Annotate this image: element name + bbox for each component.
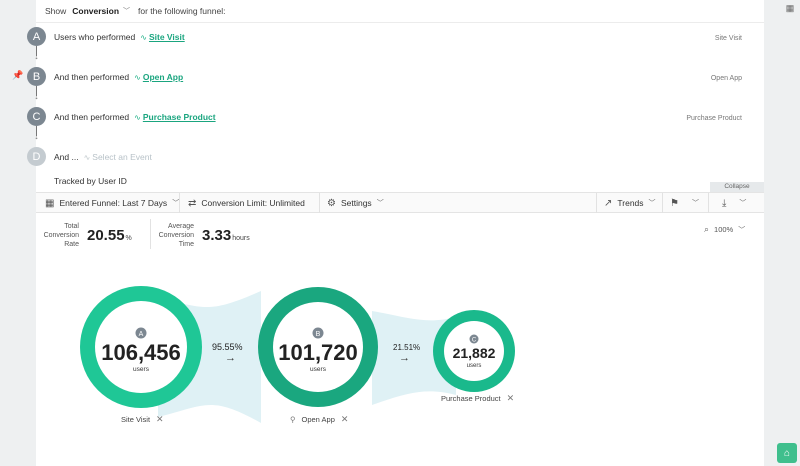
swap-icon: ⇄ <box>188 197 197 209</box>
step-badge: C <box>27 107 46 126</box>
close-icon[interactable]: ✕ <box>340 414 349 424</box>
step-event-link[interactable]: Site Visit <box>148 32 185 42</box>
divider <box>36 22 764 23</box>
chevron-down-icon: ﹀ <box>172 200 180 207</box>
node-unit: users <box>467 363 482 369</box>
conversion-rate-b-c: 21.51% <box>393 343 421 352</box>
entered-funnel-dropdown[interactable]: ▦ Entered Funnel: Last 7 Days ﹀ <box>45 197 180 209</box>
funnel-step-c: C And then performed ∿ Purchase Product Pu… <box>27 107 764 127</box>
step-right-label: Purchase Product <box>686 115 742 122</box>
event-icon: ∿ <box>140 33 147 42</box>
export-dropdown[interactable]: ⤓ ﹀ <box>722 193 746 213</box>
node-badge: C <box>472 338 477 344</box>
trends-dropdown[interactable]: ↗ Trends ﹀ <box>604 197 656 209</box>
collapse-button[interactable]: Collapse <box>710 182 764 192</box>
flow-band-b-c <box>372 311 456 405</box>
right-gutter <box>764 0 800 466</box>
conversion-rate-a-b: 95.55% <box>212 342 243 352</box>
step-badge: B <box>27 67 46 86</box>
step-right-label: Open App <box>710 75 742 82</box>
step-prefix: And ... <box>54 152 79 162</box>
arrow-down-icon: ↓ <box>32 46 41 61</box>
chevron-down-icon: ﹀ <box>648 200 656 207</box>
node-value: 106,456 <box>101 340 181 365</box>
pin-icon[interactable]: 📌 <box>12 70 24 80</box>
mode-dropdown[interactable]: Conversion <box>72 6 120 16</box>
node-badge: A <box>139 331 144 338</box>
conversion-limit-dropdown[interactable]: ⇄ Conversion Limit: Unlimited <box>188 197 305 209</box>
arrow-down-icon: ↓ <box>32 86 41 101</box>
event-icon: ∿ <box>134 73 141 82</box>
step-badge: A <box>27 27 46 46</box>
chevron-down-icon: ﹀ <box>739 200 747 207</box>
flag-dropdown[interactable]: ⚑ ﹀ <box>670 193 699 213</box>
tracked-by-label: Tracked by User ID <box>54 176 127 186</box>
toolbar: ▦ Entered Funnel: Last 7 Days ﹀ ⇄ Conver… <box>36 192 764 213</box>
funnel-step-b: B And then performed ∿ Open App Open App <box>27 67 764 87</box>
node-label-b: ⚲ Open App ✕ <box>290 414 349 424</box>
show-label: Show <box>45 6 67 16</box>
chevron-down-icon: ﹀ <box>376 200 384 207</box>
node-badge: B <box>316 331 321 338</box>
close-icon[interactable]: ✕ <box>506 393 515 403</box>
close-icon[interactable]: ✕ <box>156 414 164 424</box>
node-value: 101,720 <box>278 340 358 365</box>
trend-line-icon: ↗ <box>604 197 613 209</box>
funnel-chart: A 106,456 users B 101,720 users C 21,882… <box>36 255 764 466</box>
step-prefix: And then performed <box>54 72 130 82</box>
arrow-right-icon: → <box>225 352 236 364</box>
flag-icon: ⚑ <box>670 197 679 209</box>
node-label-c: Purchase Product ✕ <box>441 393 515 403</box>
zoom-dropdown[interactable]: ⌕ 100% ﹀ <box>704 224 746 234</box>
chevron-down-icon: ﹀ <box>738 226 746 234</box>
grid-icon[interactable]: ▦ <box>785 3 795 13</box>
node-value: 21,882 <box>453 345 496 361</box>
gear-icon: ⚙ <box>327 197 336 209</box>
event-icon: ∿ <box>134 113 141 122</box>
step-prefix: And then performed <box>54 112 130 122</box>
divider <box>150 219 151 249</box>
funnel-step-d: D And ... ∿ Select an Event <box>27 147 764 167</box>
chevron-down-icon[interactable]: ﹀ <box>123 8 131 15</box>
funnel-header: Show Conversion ﹀ for the following funn… <box>36 0 764 22</box>
step-event-link[interactable]: Purchase Product <box>142 112 216 122</box>
home-icon[interactable]: ⌂ <box>777 443 797 463</box>
funnel-panel: Show Conversion ﹀ for the following funn… <box>27 0 764 466</box>
node-label-a: Site Visit ✕ <box>121 414 164 424</box>
header-suffix: for the following funnel: <box>138 6 226 16</box>
node-unit: users <box>133 366 150 373</box>
avg-time-value: 3.33 <box>202 227 232 244</box>
total-conversion-value: 20.55 <box>87 227 125 244</box>
step-prefix: Users who performed <box>54 32 136 42</box>
settings-dropdown[interactable]: ⚙ Settings ﹀ <box>327 197 384 209</box>
calendar-icon: ▦ <box>45 197 55 209</box>
arrow-right-icon: → <box>399 352 410 364</box>
step-event-link[interactable]: Open App <box>142 72 184 82</box>
search-icon: ⌕ <box>704 224 710 234</box>
funnel-svg: A 106,456 users B 101,720 users C 21,882… <box>80 286 515 423</box>
funnel-step-a: A Users who performed ∿ Site Visit Site Vi… <box>27 27 764 47</box>
download-icon: ⤓ <box>722 197 727 209</box>
event-icon: ∿ <box>83 153 91 162</box>
step-badge: D <box>27 147 46 166</box>
chevron-down-icon: ﹀ <box>691 200 699 207</box>
select-event-input[interactable]: Select an Event <box>92 152 152 162</box>
step-right-label: Site Visit <box>714 35 742 42</box>
node-unit: users <box>310 366 327 373</box>
pin-icon[interactable]: ⚲ <box>290 415 296 424</box>
arrow-down-icon: ↓ <box>32 126 41 141</box>
